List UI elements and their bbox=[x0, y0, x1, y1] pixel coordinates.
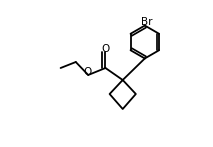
Text: O: O bbox=[84, 67, 92, 77]
Text: O: O bbox=[101, 44, 110, 54]
Text: Br: Br bbox=[141, 17, 152, 27]
